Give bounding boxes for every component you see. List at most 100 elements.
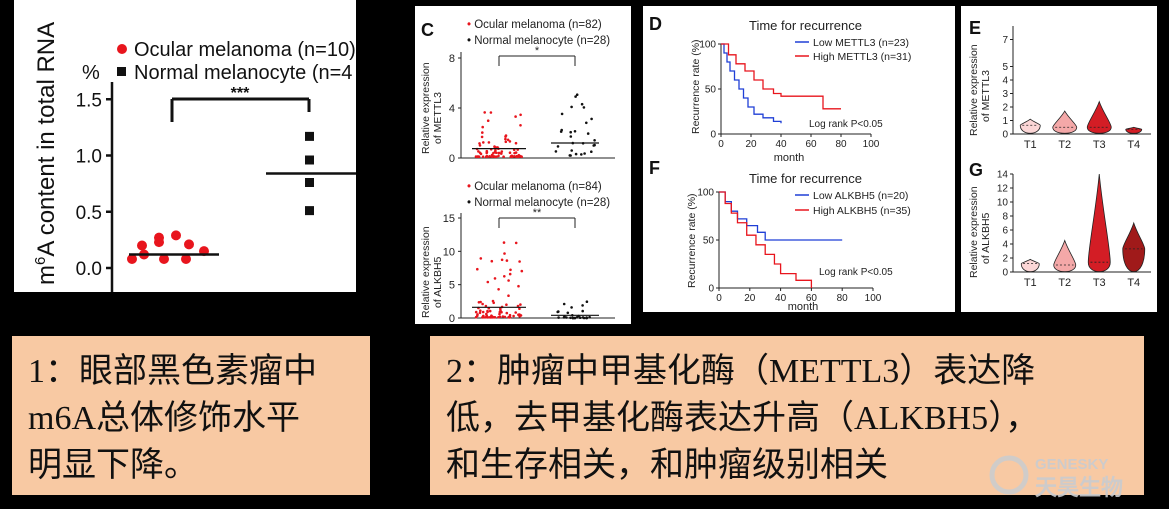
panel_c-point — [500, 150, 504, 153]
panel_c-point — [486, 119, 490, 122]
panel_c-y-tick-label: 0 — [449, 153, 455, 165]
panel_c2-point — [517, 284, 520, 288]
panel_c2-point — [585, 316, 589, 320]
panel_c-point — [504, 135, 507, 138]
genesky-logo: GENESKY 天昊生物 — [989, 455, 1123, 500]
panel_c-point — [556, 145, 560, 148]
panel_c2-point — [518, 307, 521, 311]
panel-f-legend-high: High ALKBH5 (n=35) — [813, 205, 911, 217]
panel_c2-point — [484, 304, 488, 308]
m6a-point-ocular — [137, 240, 147, 251]
panel-d-note: Log rank P<0.05 — [809, 119, 883, 130]
panel_c-point — [506, 138, 510, 142]
panel_c2-point — [497, 288, 500, 291]
panel-c-points — [472, 93, 599, 158]
panel_c-point — [580, 153, 583, 156]
panel-c2-ylabel: Relative expressionof ALKBH5 — [420, 226, 444, 318]
panel-d-lines — [721, 43, 841, 124]
panel_c-y-tick-label: 4 — [449, 103, 455, 115]
panel_c2-point — [481, 310, 485, 314]
panel-d-title: Time for recurrence — [749, 18, 862, 33]
panel-f-letter: F — [649, 158, 660, 178]
panel_e-y-tick-label: 3 — [1002, 89, 1008, 100]
panel_c2-y-tick-label: 0 — [449, 313, 455, 324]
panel_e-violin — [1052, 110, 1078, 134]
panel_c-point — [569, 154, 572, 157]
panel_g-y-tick-label: 4 — [1002, 240, 1008, 251]
panel_c-point — [573, 130, 577, 133]
panel_d-x-tick-label: 60 — [805, 139, 817, 150]
panel_c2-point — [508, 272, 512, 276]
panel_g-y-tick-label: 10 — [997, 198, 1009, 209]
panel_c2-y-tick-label: 5 — [449, 280, 455, 292]
m6a-legend-normal: Normal melanocyte (n=4 — [134, 62, 352, 84]
panel_c2-point — [514, 241, 518, 245]
panel-g-violins: T1 T2 T3 T4 — [1020, 173, 1146, 289]
panel_c2-point — [493, 316, 497, 319]
panel_c-point — [479, 152, 483, 156]
caption-right-line-3: 和生存相关，和肿瘤级别相关 — [446, 447, 888, 484]
panel_g-y-tick-label: 2 — [1002, 254, 1008, 265]
panel_c-point — [586, 132, 590, 135]
panel-c2-points — [472, 241, 599, 320]
panel_c-point — [516, 155, 519, 158]
panel_c-y-tick-label: 8 — [449, 53, 455, 65]
m6a-point-ocular — [181, 254, 191, 264]
panel_d-y-tick-label: 0 — [710, 130, 716, 141]
panel_c-point — [583, 152, 586, 155]
panel-f-legend-low: Low ALKBH5 (n=20) — [813, 190, 908, 202]
panel-d-legend-high: High METTL3 (n=31) — [813, 51, 911, 63]
panel_c-point — [482, 141, 485, 144]
m6a-point-normal — [305, 206, 314, 216]
panel_c-point — [474, 155, 478, 158]
panel_c-point — [483, 111, 486, 114]
panel_c-point — [497, 151, 501, 155]
panel_c-point — [504, 140, 508, 144]
panel-g-ylabel: Relative expressionof ALKBH5 — [968, 186, 992, 278]
panel_c2-point — [557, 316, 560, 319]
m6a-y-unit: % — [82, 62, 100, 84]
panel_c-point — [514, 151, 518, 154]
panel_c-point — [502, 155, 505, 158]
panel_e-y-tick-label: 1 — [1002, 116, 1008, 127]
scatter-panel-c-chart: C • Ocular melanoma (n=82) • Normal mela… — [420, 19, 615, 324]
panel_f-x-tick-label: 100 — [865, 293, 882, 304]
m6a-sig-label: *** — [231, 85, 250, 102]
panel-c2-legend-ocular: • Ocular melanoma (n=84) — [467, 181, 602, 193]
m6a-y-tick-label: 0.5 — [76, 203, 102, 224]
panel_e-y-tick-label: 5 — [1002, 62, 1008, 73]
panel_c2-point — [507, 279, 510, 282]
m6a-points — [127, 131, 356, 264]
panel_e-x-tick-label: T1 — [1024, 139, 1037, 151]
panel_c-point — [504, 137, 507, 141]
panel_f-series-line — [719, 191, 843, 241]
panel_c2-point — [566, 311, 570, 315]
panel-c2-sig-label: ** — [533, 207, 542, 219]
panel_c2-point — [505, 311, 509, 315]
caption-left-line-1: 1：眼部黑色素瘤中 — [28, 353, 317, 390]
panel_c-point — [569, 135, 573, 138]
scatter-panel-c: C • Ocular melanoma (n=82) • Normal mela… — [415, 6, 631, 324]
panel_c2-point — [569, 316, 572, 320]
panel_f-y-tick-label: 0 — [708, 284, 714, 295]
panel_c2-point — [507, 294, 510, 298]
panel_c-point — [509, 155, 513, 158]
genesky-logo-en: GENESKY — [1035, 456, 1108, 473]
panel_c2-point — [578, 316, 582, 320]
panel_c-point — [487, 141, 491, 144]
panel_c-point — [508, 140, 512, 143]
m6a-y-tick-label: 1.0 — [76, 147, 102, 168]
caption-left: 1：眼部黑色素瘤中 m6A总体修饰水平 明显下降。 — [12, 336, 370, 495]
panel_c-point — [500, 152, 503, 155]
panel-f-ylabel: Recurrence rate (%) — [686, 193, 698, 288]
panel_c2-point — [512, 314, 515, 318]
panel_c2-point — [486, 316, 490, 319]
panel_g-x-tick-label: T4 — [1127, 277, 1140, 289]
panel_f-x-tick-label: 80 — [837, 293, 849, 304]
caption-left-line-3: 明显下降。 — [28, 447, 198, 484]
panel_c2-point — [570, 306, 573, 309]
panel_d-y-tick-label: 100 — [699, 40, 716, 51]
m6a-chart: m6A content in total RNA % Ocular melano… — [32, 22, 356, 292]
caption-right-line-1: 2：肿瘤中甲基化酶（METTL3）表达降 — [446, 353, 1036, 390]
